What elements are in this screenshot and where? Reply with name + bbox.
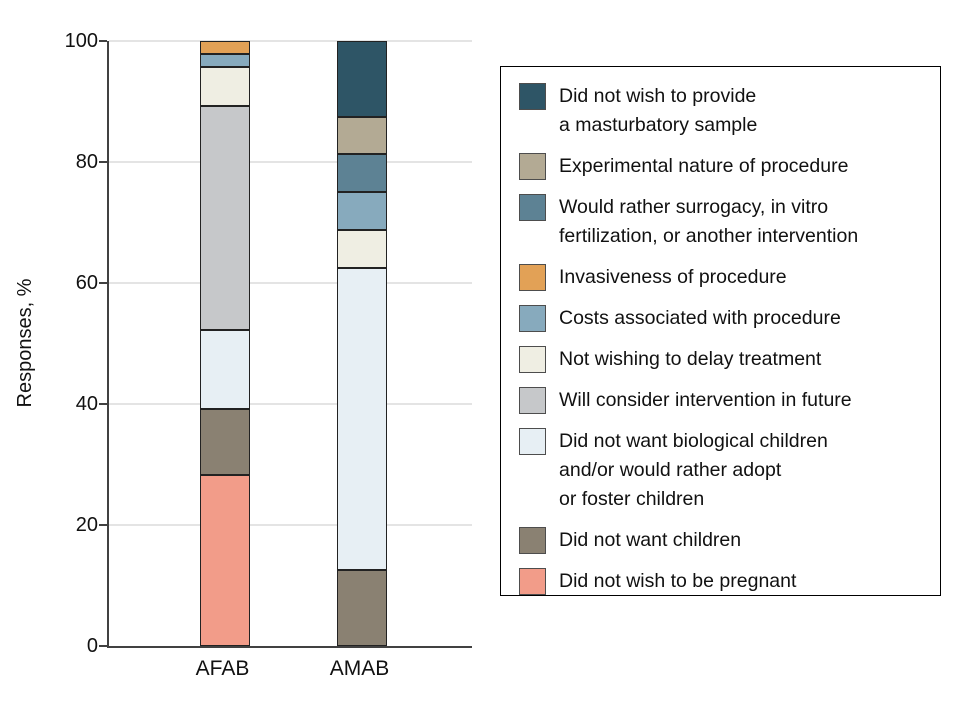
plot-area <box>98 40 472 648</box>
legend-swatch <box>519 568 546 595</box>
legend-swatch <box>519 346 546 373</box>
gridline <box>108 40 472 42</box>
legend-label: Did not wish to provide a masturbatory sa… <box>559 82 757 140</box>
legend-label-line: Experimental nature of procedure <box>559 155 849 177</box>
y-tick-mark <box>98 403 107 405</box>
legend-swatch <box>519 387 546 414</box>
legend-item-delay-treatment: Not wishing to delay treatment <box>519 345 930 374</box>
legend-swatch <box>519 264 546 291</box>
legend-label-line: Did not want children <box>559 529 742 551</box>
legend-label-line: Did not want biological children <box>559 430 828 452</box>
legend-label: Did not want children <box>559 526 741 555</box>
legend-label: Did not want biological children and/or w… <box>559 427 828 514</box>
y-tick-mark <box>98 161 107 163</box>
bar-segment <box>336 230 387 268</box>
legend-label: Will consider intervention in future <box>559 386 852 415</box>
legend-label: Did not wish to be pregnant <box>559 567 796 596</box>
bar-segment <box>199 106 250 331</box>
legend-item-costs: Costs associated with procedure <box>519 304 930 333</box>
legend-label-line: Will consider intervention in future <box>559 389 852 411</box>
x-category-label-afab: AFAB <box>195 657 250 680</box>
legend-label: Not wishing to delay treatment <box>559 345 821 374</box>
legend-label: Invasiveness of procedure <box>559 263 787 292</box>
legend-label: Costs associated with procedure <box>559 304 841 333</box>
gridline <box>108 161 472 163</box>
legend-swatch <box>519 527 546 554</box>
legend-item-surrogacy-ivf: Would rather surrogacy, in vitro fertiliz… <box>519 193 930 251</box>
legend-label-line: Not wishing to delay treatment <box>559 348 822 370</box>
y-tick-label: 40 <box>75 393 98 415</box>
bar-segment <box>199 41 250 55</box>
legend-item-experimental-nature: Experimental nature of procedure <box>519 152 930 181</box>
legend-label-line: Costs associated with procedure <box>559 307 841 329</box>
legend-item-masturbatory-sample: Did not wish to provide a masturbatory sa… <box>519 82 930 140</box>
legend-label-line: Did not wish to be pregnant <box>559 570 797 592</box>
gridline <box>108 403 472 405</box>
gridline <box>108 282 472 284</box>
legend-item-no-children: Did not want children <box>519 526 930 555</box>
bar-amab <box>336 41 387 646</box>
legend-label-line: Would rather surrogacy, in vitro <box>559 196 829 218</box>
legend-swatch <box>519 153 546 180</box>
legend-label-line: and/or would rather adopt <box>559 459 782 481</box>
y-tick-label: 0 <box>86 635 98 657</box>
legend-item-invasiveness: Invasiveness of procedure <box>519 263 930 292</box>
y-tick-mark <box>98 524 107 526</box>
y-tick-mark <box>98 40 107 42</box>
bar-segment <box>336 41 387 117</box>
legend-label-line: Invasiveness of procedure <box>559 266 787 288</box>
y-tick-label: 20 <box>75 514 98 536</box>
legend-label-line: Did not wish to provide <box>559 85 757 107</box>
legend-label-line: fertilization, or another intervention <box>559 225 859 247</box>
legend-swatch <box>519 194 546 221</box>
y-tick-label: 60 <box>75 272 98 294</box>
bar-segment <box>199 67 250 107</box>
legend-item-consider-future: Will consider intervention in future <box>519 386 930 415</box>
legend-box: Did not wish to provide a masturbatory sa… <box>500 66 941 596</box>
x-category-label-amab: AMAB <box>329 657 390 680</box>
y-tick-label: 80 <box>75 151 98 173</box>
bar-afab <box>199 41 250 646</box>
bar-segment <box>199 408 250 475</box>
y-tick-mark <box>98 282 107 284</box>
bar-segment <box>199 330 250 409</box>
legend-swatch <box>519 428 546 455</box>
legend-label-line: or foster children <box>559 488 705 510</box>
legend-label: Would rather surrogacy, in vitro fertiliz… <box>559 193 858 251</box>
y-tick-mark <box>98 645 107 647</box>
legend-swatch <box>519 305 546 332</box>
bar-segment <box>199 474 250 646</box>
bar-segment <box>336 116 387 155</box>
y-axis-label: Responses, % <box>14 278 36 408</box>
legend-swatch <box>519 83 546 110</box>
bar-segment <box>336 154 387 193</box>
legend-item-no-pregnancy: Did not wish to be pregnant <box>519 567 930 596</box>
legend-item-no-biological-children: Did not want biological children and/or w… <box>519 427 930 514</box>
bar-segment <box>199 53 250 67</box>
legend-label: Experimental nature of procedure <box>559 152 848 181</box>
legend-label-line: a masturbatory sample <box>559 114 758 136</box>
bar-segment <box>336 267 387 571</box>
gridline <box>108 524 472 526</box>
y-tick-label: 100 <box>64 30 98 52</box>
bar-segment <box>336 570 387 646</box>
bar-segment <box>336 192 387 231</box>
